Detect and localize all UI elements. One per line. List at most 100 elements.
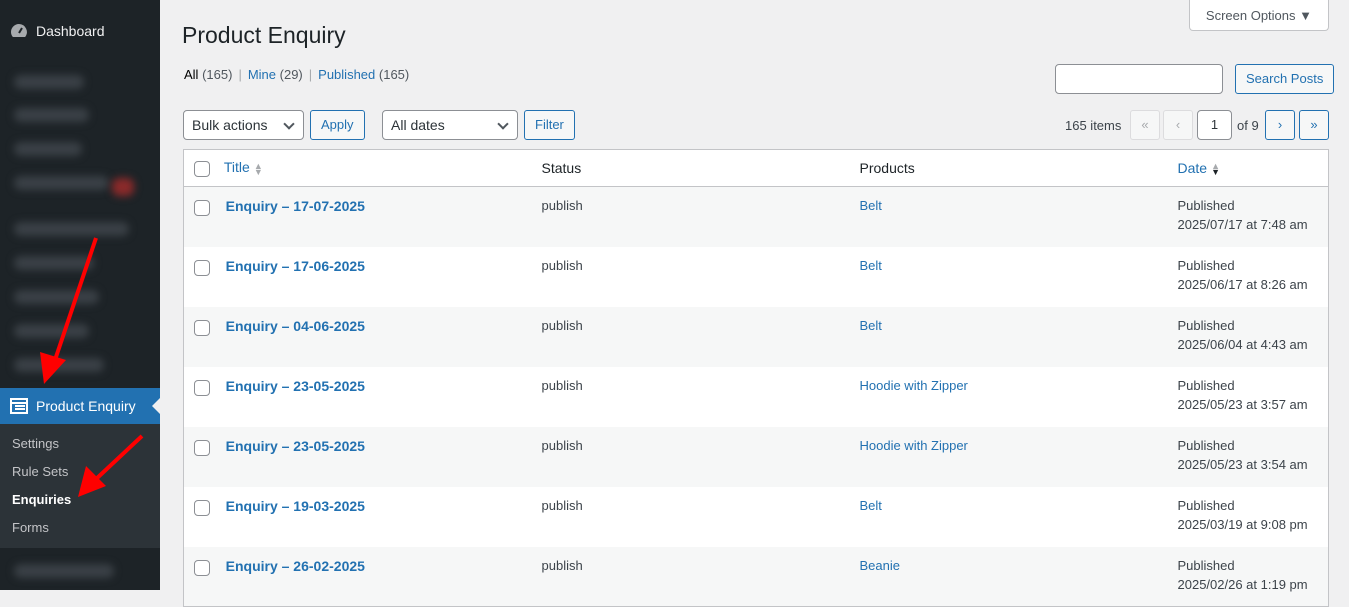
sidebar-item-dashboard[interactable]: Dashboard (0, 14, 160, 48)
blurred-menu-item[interactable] (14, 176, 109, 190)
row-checkbox[interactable] (194, 439, 210, 456)
submenu-forms[interactable]: Forms (12, 520, 49, 535)
table-icon (10, 397, 28, 415)
product-link[interactable]: Beanie (859, 557, 900, 573)
dashboard-icon (10, 22, 28, 40)
blurred-menu-item[interactable] (14, 222, 129, 236)
view-mine[interactable]: Mine (247, 67, 277, 82)
date-status: Published (1177, 198, 1235, 213)
product-link[interactable]: Belt (859, 317, 882, 333)
blurred-badge (112, 178, 134, 196)
blurred-menu-item[interactable] (14, 564, 114, 578)
enquiry-title-link[interactable]: Enquiry – 23-05-2025 (225, 437, 365, 454)
search-posts-button[interactable]: Search Posts (1235, 64, 1335, 94)
table-row: Enquiry – 23-05-2025 publish Hoodie with… (183, 426, 1329, 487)
dates-select[interactable]: All dates (382, 110, 518, 140)
date-value: 2025/06/17 at 8:26 am (1177, 276, 1308, 292)
row-checkbox[interactable] (194, 499, 210, 516)
date-status: Published (1177, 497, 1235, 513)
enquiry-title-link[interactable]: Enquiry – 26-02-2025 (225, 557, 365, 574)
screen-options-button[interactable]: Screen Options ▼ (1188, 0, 1329, 31)
status-cell: publish (541, 437, 583, 453)
table-row: Enquiry – 23-05-2025 publish Hoodie with… (184, 367, 1329, 427)
search-input[interactable] (1055, 64, 1223, 94)
sort-desc-icon: ▲ ▼ (1211, 161, 1220, 178)
sort-icon: ▲ ▼ (253, 160, 263, 177)
status-cell: publish (541, 497, 583, 513)
row-checkbox[interactable] (194, 200, 210, 217)
row-checkbox[interactable] (194, 259, 210, 276)
submenu: Settings Rule Sets Enquiries Forms (0, 424, 160, 548)
view-all[interactable]: All (184, 67, 199, 82)
product-link[interactable]: Hoodie with Zipper (859, 377, 968, 393)
bulk-actions-select[interactable]: Bulk actions (183, 110, 304, 140)
blurred-menu-item[interactable] (14, 108, 89, 122)
enquiry-title-link[interactable]: Enquiry – 17-06-2025 (225, 257, 365, 274)
select-all-checkbox[interactable] (194, 160, 210, 177)
enquiry-title-link[interactable]: Enquiry – 17-07-2025 (225, 198, 365, 214)
date-status: Published (1177, 437, 1235, 453)
blurred-menu-item[interactable] (14, 324, 89, 338)
submenu-settings[interactable]: Settings (12, 436, 59, 451)
row-checkbox[interactable] (194, 319, 210, 336)
view-filters: All (165) | Mine (29) | Published (165) (184, 67, 410, 82)
blurred-menu-item[interactable] (14, 358, 104, 372)
product-link[interactable]: Belt (859, 257, 882, 273)
prev-page-button[interactable]: ‹ (1163, 110, 1193, 140)
table-row: Enquiry – 17-07-2025 publish Belt Publis… (183, 186, 1329, 247)
admin-sidebar: Dashboard Product Enquiry Settings Rule … (0, 0, 160, 590)
row-checkbox[interactable] (194, 559, 210, 576)
date-status: Published (1177, 557, 1235, 573)
enquiry-title-link[interactable]: Enquiry – 04-06-2025 (225, 317, 365, 334)
table-row: Enquiry – 17-06-2025 publish Belt Publis… (184, 247, 1329, 307)
total-pages: of 9 (1237, 118, 1259, 133)
status-cell: publish (541, 198, 583, 213)
first-page-button[interactable]: « (1130, 110, 1160, 140)
column-products: Products (859, 149, 1178, 187)
column-date[interactable]: Date (1177, 160, 1208, 176)
blurred-menu-item[interactable] (14, 75, 84, 89)
date-status: Published (1177, 317, 1235, 333)
sidebar-item-label: Product Enquiry (36, 398, 136, 414)
view-count: (165) (202, 67, 233, 82)
submenu-rule-sets[interactable]: Rule Sets (12, 464, 69, 479)
blurred-menu-item[interactable] (14, 290, 99, 304)
date-value: 2025/05/23 at 3:57 am (1177, 396, 1308, 412)
table-row: Enquiry – 19-03-2025 publish Belt Publis… (184, 487, 1329, 547)
last-page-button[interactable]: » (1299, 110, 1329, 140)
sidebar-item-label: Dashboard (36, 23, 105, 39)
enquiry-title-link[interactable]: Enquiry – 19-03-2025 (225, 497, 365, 514)
current-page-input[interactable]: 1 (1197, 110, 1232, 140)
enquiry-title-link[interactable]: Enquiry – 23-05-2025 (225, 377, 365, 394)
product-link[interactable]: Belt (859, 198, 882, 213)
page-title: Product Enquiry (182, 22, 346, 48)
items-count: 165 items (1065, 118, 1122, 133)
main-content: Product Enquiry Screen Options ▼ All (16… (160, 0, 1349, 607)
column-status: Status (541, 149, 860, 187)
view-count: (165) (378, 67, 410, 82)
date-value: 2025/05/23 at 3:54 am (1177, 456, 1308, 472)
submenu-enquiries[interactable]: Enquiries (12, 492, 72, 507)
date-status: Published (1177, 257, 1235, 273)
status-cell: publish (541, 557, 583, 573)
table-row: Enquiry – 26-02-2025 publish Beanie Publ… (183, 546, 1329, 607)
status-cell: publish (541, 317, 583, 333)
row-checkbox[interactable] (194, 379, 210, 396)
column-title[interactable]: Title (223, 159, 250, 176)
blurred-menu-item[interactable] (14, 142, 82, 156)
date-value: 2025/03/19 at 9:08 pm (1177, 516, 1308, 532)
product-link[interactable]: Belt (859, 497, 882, 513)
view-published[interactable]: Published (318, 67, 376, 82)
status-cell: publish (541, 257, 583, 273)
next-page-button[interactable]: › (1265, 110, 1295, 140)
status-cell: publish (541, 377, 583, 393)
apply-button[interactable]: Apply (310, 110, 365, 140)
filter-button[interactable]: Filter (524, 110, 575, 140)
sidebar-item-product-enquiry[interactable]: Product Enquiry (0, 388, 160, 424)
table-row: Enquiry – 04-06-2025 publish Belt Publis… (183, 306, 1329, 367)
view-count: (29) (279, 67, 303, 82)
date-value: 2025/07/17 at 7:48 am (1177, 217, 1308, 232)
product-link[interactable]: Hoodie with Zipper (859, 437, 968, 453)
blurred-menu-item[interactable] (14, 256, 94, 270)
date-value: 2025/02/26 at 1:19 pm (1177, 576, 1308, 592)
